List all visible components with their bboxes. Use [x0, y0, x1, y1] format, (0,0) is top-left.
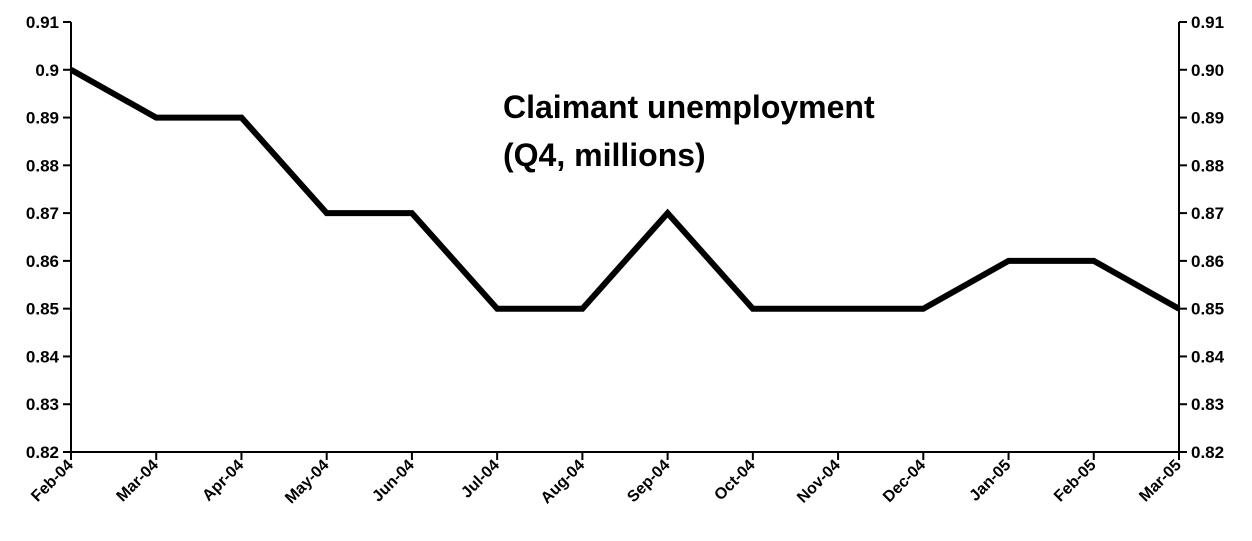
x-tick-label: Dec-04 [880, 457, 929, 506]
right-y-tick-label: 0.87 [1191, 204, 1224, 223]
x-tick-label: Mar-05 [1136, 457, 1185, 506]
right-y-tick-label: 0.91 [1191, 13, 1224, 32]
x-tick-label: Oct-04 [711, 457, 758, 504]
left-y-tick-label: 0.83 [26, 395, 59, 414]
chart-title: Claimant unemployment [503, 89, 875, 125]
axes [70, 22, 1180, 453]
right-y-tick-label: 0.86 [1191, 252, 1224, 271]
chart-subtitle: (Q4, millions) [503, 137, 706, 173]
right-y-tick-label: 0.90 [1191, 61, 1224, 80]
x-tick-label: Feb-05 [1051, 457, 1100, 506]
left-y-tick-label: 0.88 [26, 156, 59, 175]
right-y-tick-label: 0.89 [1191, 109, 1224, 128]
x-tick-label: May-04 [282, 457, 332, 507]
right-y-tick-label: 0.83 [1191, 395, 1224, 414]
right-y-tick-label: 0.84 [1191, 347, 1225, 366]
right-y-tick-label: 0.88 [1191, 156, 1224, 175]
left-y-tick-label: 0.86 [26, 252, 59, 271]
x-tick-label: Nov-04 [794, 457, 844, 507]
x-tick-label: Jul-04 [458, 457, 503, 502]
series-line [69, 67, 1181, 312]
left-y-tick-label: 0.91 [26, 13, 59, 32]
x-tick-label: Jan-05 [966, 457, 1014, 505]
right-y-tick-label: 0.85 [1191, 300, 1224, 319]
left-y-tick-label: 0.89 [26, 109, 59, 128]
left-y-tick-label: 0.84 [26, 347, 60, 366]
x-tick-label: Feb-04 [28, 457, 77, 506]
axis-ticks [63, 21, 1187, 460]
right-y-tick-label: 0.82 [1191, 443, 1224, 462]
left-y-tick-label: 0.9 [35, 61, 59, 80]
left-y-tick-label: 0.87 [26, 204, 59, 223]
left-y-tick-label: 0.85 [26, 300, 59, 319]
x-tick-label: Aug-04 [538, 457, 588, 507]
left-y-tick-label: 0.82 [26, 443, 59, 462]
x-tick-label: Jun-04 [369, 457, 418, 506]
x-tick-label: Mar-04 [114, 457, 163, 506]
x-tick-label: Apr-04 [199, 457, 247, 505]
x-tick-label: Sep-04 [624, 457, 673, 506]
series-layer [69, 67, 1181, 312]
